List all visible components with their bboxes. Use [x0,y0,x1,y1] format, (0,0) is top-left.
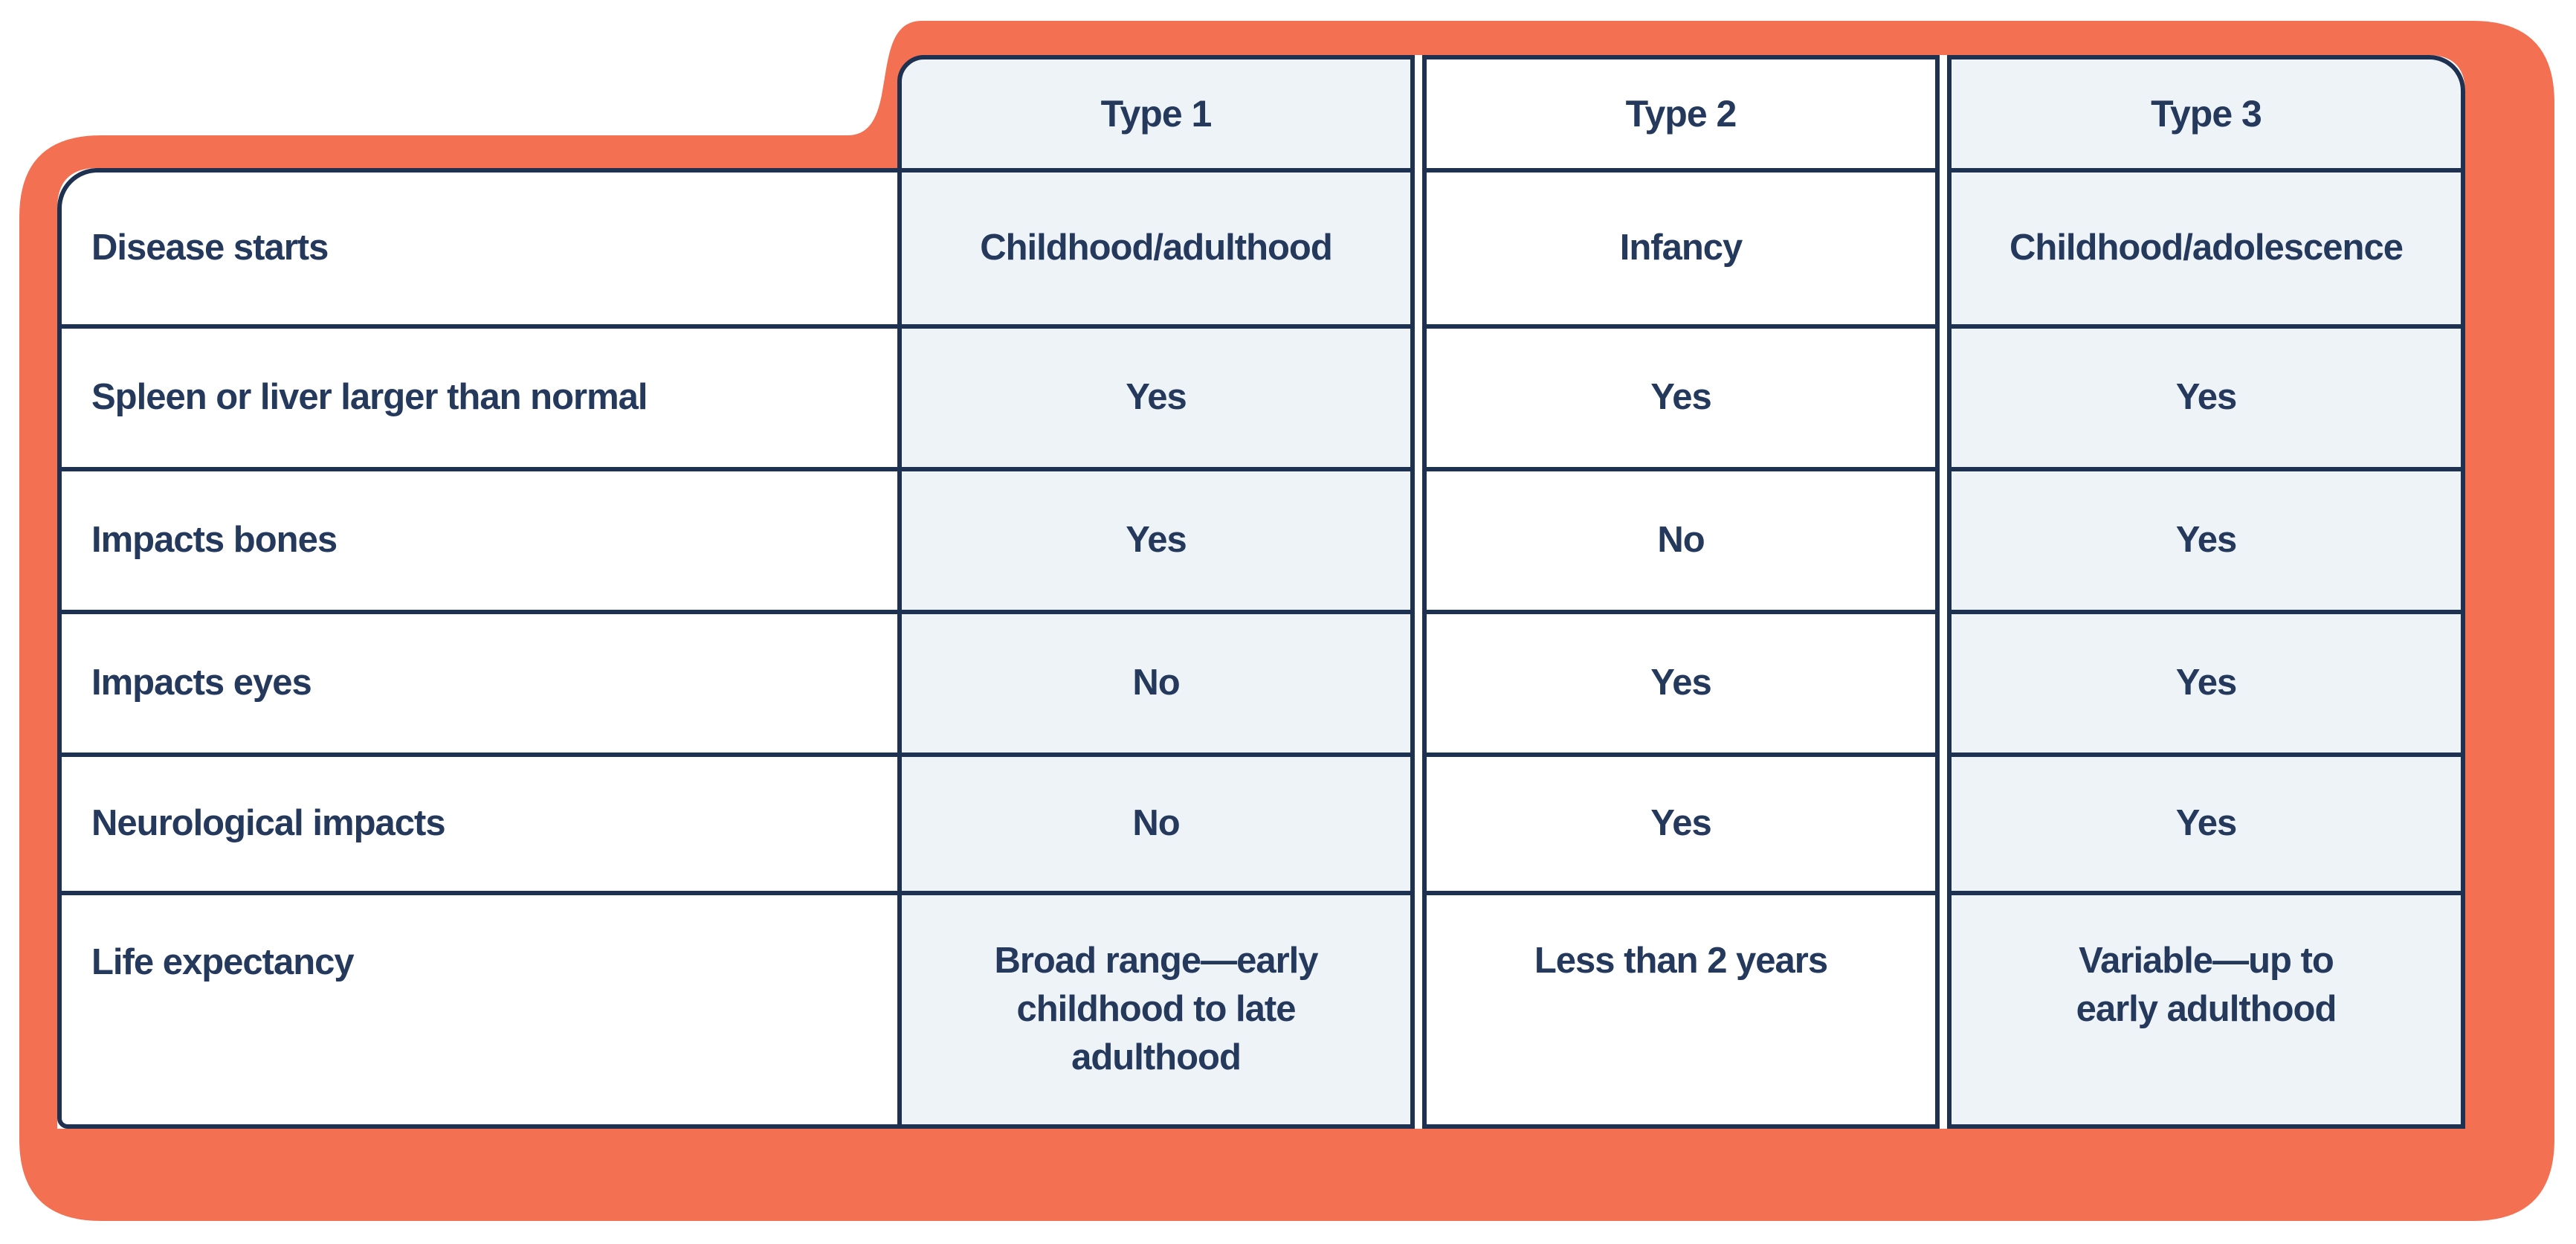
table-cell: Yes [1427,324,1935,467]
column-type-1: Type 1 Childhood/adulthood Yes Yes No No… [897,55,1415,1129]
column-type-2: Type 2 Infancy Yes No Yes Yes Less than … [1422,55,1940,1129]
row-label: Neurological impacts [62,752,897,891]
table-cell: No [1427,467,1935,610]
table-cell: Variable—up to early adulthood [1952,891,2461,1124]
table-cell: No [902,610,1410,752]
table-cell: No [902,752,1410,891]
row-label: Life expectancy [62,891,897,1124]
table-cell: Broad range—early childhood to late adul… [902,891,1410,1124]
table-cell: Childhood/adolescence [1952,168,2461,324]
table-cell: Yes [1952,324,2461,467]
table-cell: Yes [1427,752,1935,891]
table-cell: Childhood/adulthood [902,168,1410,324]
table-cell: Less than 2 years [1427,891,1935,1124]
row-label: Disease starts [91,228,329,268]
column-header: Type 2 [1625,92,1737,135]
table-cell: Yes [902,324,1410,467]
table-cell: Yes [1952,467,2461,610]
row-label: Impacts eyes [62,610,897,752]
table-cell: Yes [1952,752,2461,891]
table-cell: Yes [1952,610,2461,752]
table-cell: Yes [1427,610,1935,752]
column-header: Type 3 [2151,92,2262,135]
column-header: Type 1 [1100,92,1213,135]
table-cell: Yes [902,467,1410,610]
row-label: Impacts bones [62,467,897,610]
column-type-3: Type 3 Childhood/adolescence Yes Yes Yes… [1947,55,2465,1129]
table-cell: Infancy [1427,168,1935,324]
row-label: Spleen or liver larger than normal [62,324,897,467]
row-label-column: Disease starts Spleen or liver larger th… [57,168,902,1129]
